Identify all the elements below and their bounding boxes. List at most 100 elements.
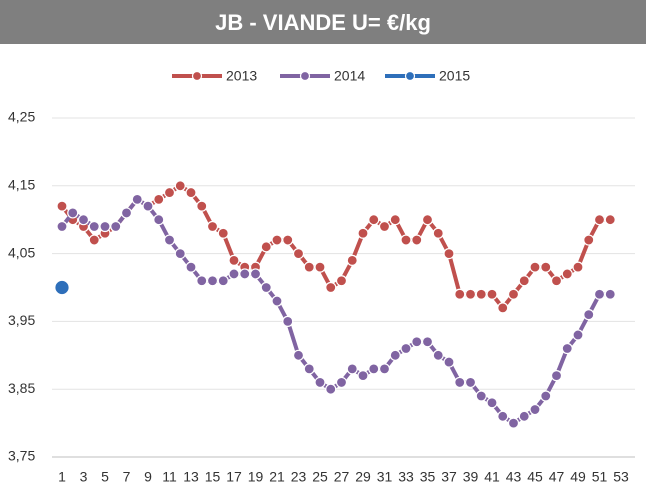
x-tick-label: 53	[613, 469, 629, 485]
x-tick-label: 5	[101, 469, 109, 485]
point	[325, 281, 337, 294]
point	[56, 220, 68, 233]
point	[185, 261, 197, 273]
point	[206, 275, 219, 287]
point	[174, 180, 186, 192]
point	[346, 254, 358, 266]
point	[572, 329, 584, 341]
x-tick-label: 15	[205, 469, 221, 485]
y-tick-label: 3,95	[8, 312, 35, 328]
y-tick-label: 4,05	[8, 244, 35, 260]
x-tick-label: 19	[248, 469, 264, 485]
point	[389, 349, 401, 361]
point	[583, 309, 595, 321]
point	[357, 370, 369, 382]
x-tick-label: 9	[144, 469, 152, 485]
point	[378, 220, 391, 233]
point	[454, 376, 466, 389]
point	[604, 288, 616, 300]
point	[604, 214, 616, 226]
point	[142, 200, 154, 212]
point	[389, 214, 401, 226]
point	[120, 207, 133, 219]
point	[507, 288, 520, 300]
x-tick-label: 47	[549, 469, 565, 485]
point	[88, 220, 100, 233]
point	[271, 234, 283, 246]
legend-label: 2014	[334, 68, 365, 84]
x-tick-label: 29	[355, 469, 371, 485]
legend-label: 2013	[226, 68, 257, 84]
point	[206, 220, 219, 233]
point	[346, 363, 358, 375]
x-tick-label: 1	[58, 469, 66, 485]
y-tick-label: 3,85	[8, 380, 35, 396]
point	[110, 220, 122, 233]
point	[529, 261, 541, 273]
point	[497, 410, 509, 422]
x-tick-label: 27	[334, 469, 350, 485]
y-tick-label: 3,75	[8, 448, 35, 464]
point	[443, 356, 455, 368]
point	[325, 383, 337, 395]
point	[540, 390, 552, 402]
point	[185, 186, 197, 199]
x-tick-label: 39	[463, 469, 479, 485]
point	[432, 227, 444, 239]
point	[314, 376, 326, 389]
legend-marker	[299, 70, 311, 82]
point	[486, 397, 498, 409]
point	[239, 268, 251, 280]
point	[400, 234, 412, 246]
point	[77, 214, 90, 226]
point	[174, 248, 186, 260]
point	[217, 227, 229, 239]
point	[475, 390, 487, 402]
x-tick-label: 37	[441, 469, 457, 485]
point	[443, 248, 455, 260]
x-tick-label: 23	[291, 469, 307, 485]
point	[217, 275, 229, 287]
point	[303, 363, 315, 375]
point	[561, 268, 573, 280]
x-tick-label: 41	[484, 469, 500, 485]
point	[228, 254, 240, 266]
x-tick-label: 21	[269, 469, 285, 485]
point	[507, 417, 520, 429]
point	[540, 261, 552, 273]
point	[196, 200, 208, 212]
point	[583, 234, 595, 246]
x-tick-label: 31	[377, 469, 393, 485]
point	[260, 281, 272, 294]
point	[153, 214, 165, 226]
point	[357, 227, 369, 239]
point	[368, 363, 380, 375]
x-tick-label: 11	[162, 469, 177, 485]
point	[335, 376, 348, 389]
legend-marker	[191, 70, 203, 82]
point	[131, 193, 143, 205]
point	[464, 288, 477, 300]
point	[282, 315, 294, 327]
chart-title: JB - VIANDE U= €/kg	[215, 10, 431, 35]
point	[421, 336, 434, 348]
point	[454, 288, 466, 300]
point	[550, 275, 563, 287]
point	[67, 207, 79, 219]
x-tick-label: 13	[183, 469, 199, 485]
point	[163, 234, 176, 246]
x-tick-label: 45	[527, 469, 543, 485]
point	[529, 403, 541, 416]
point	[593, 288, 606, 300]
series-line	[60, 197, 611, 426]
x-tick-label: 51	[592, 469, 608, 485]
x-tick-label: 43	[506, 469, 522, 485]
point	[593, 214, 606, 226]
point	[153, 193, 165, 205]
point	[271, 295, 283, 307]
point	[292, 248, 305, 260]
point	[335, 275, 348, 287]
point	[432, 349, 444, 361]
point	[421, 214, 434, 226]
point	[411, 336, 423, 348]
